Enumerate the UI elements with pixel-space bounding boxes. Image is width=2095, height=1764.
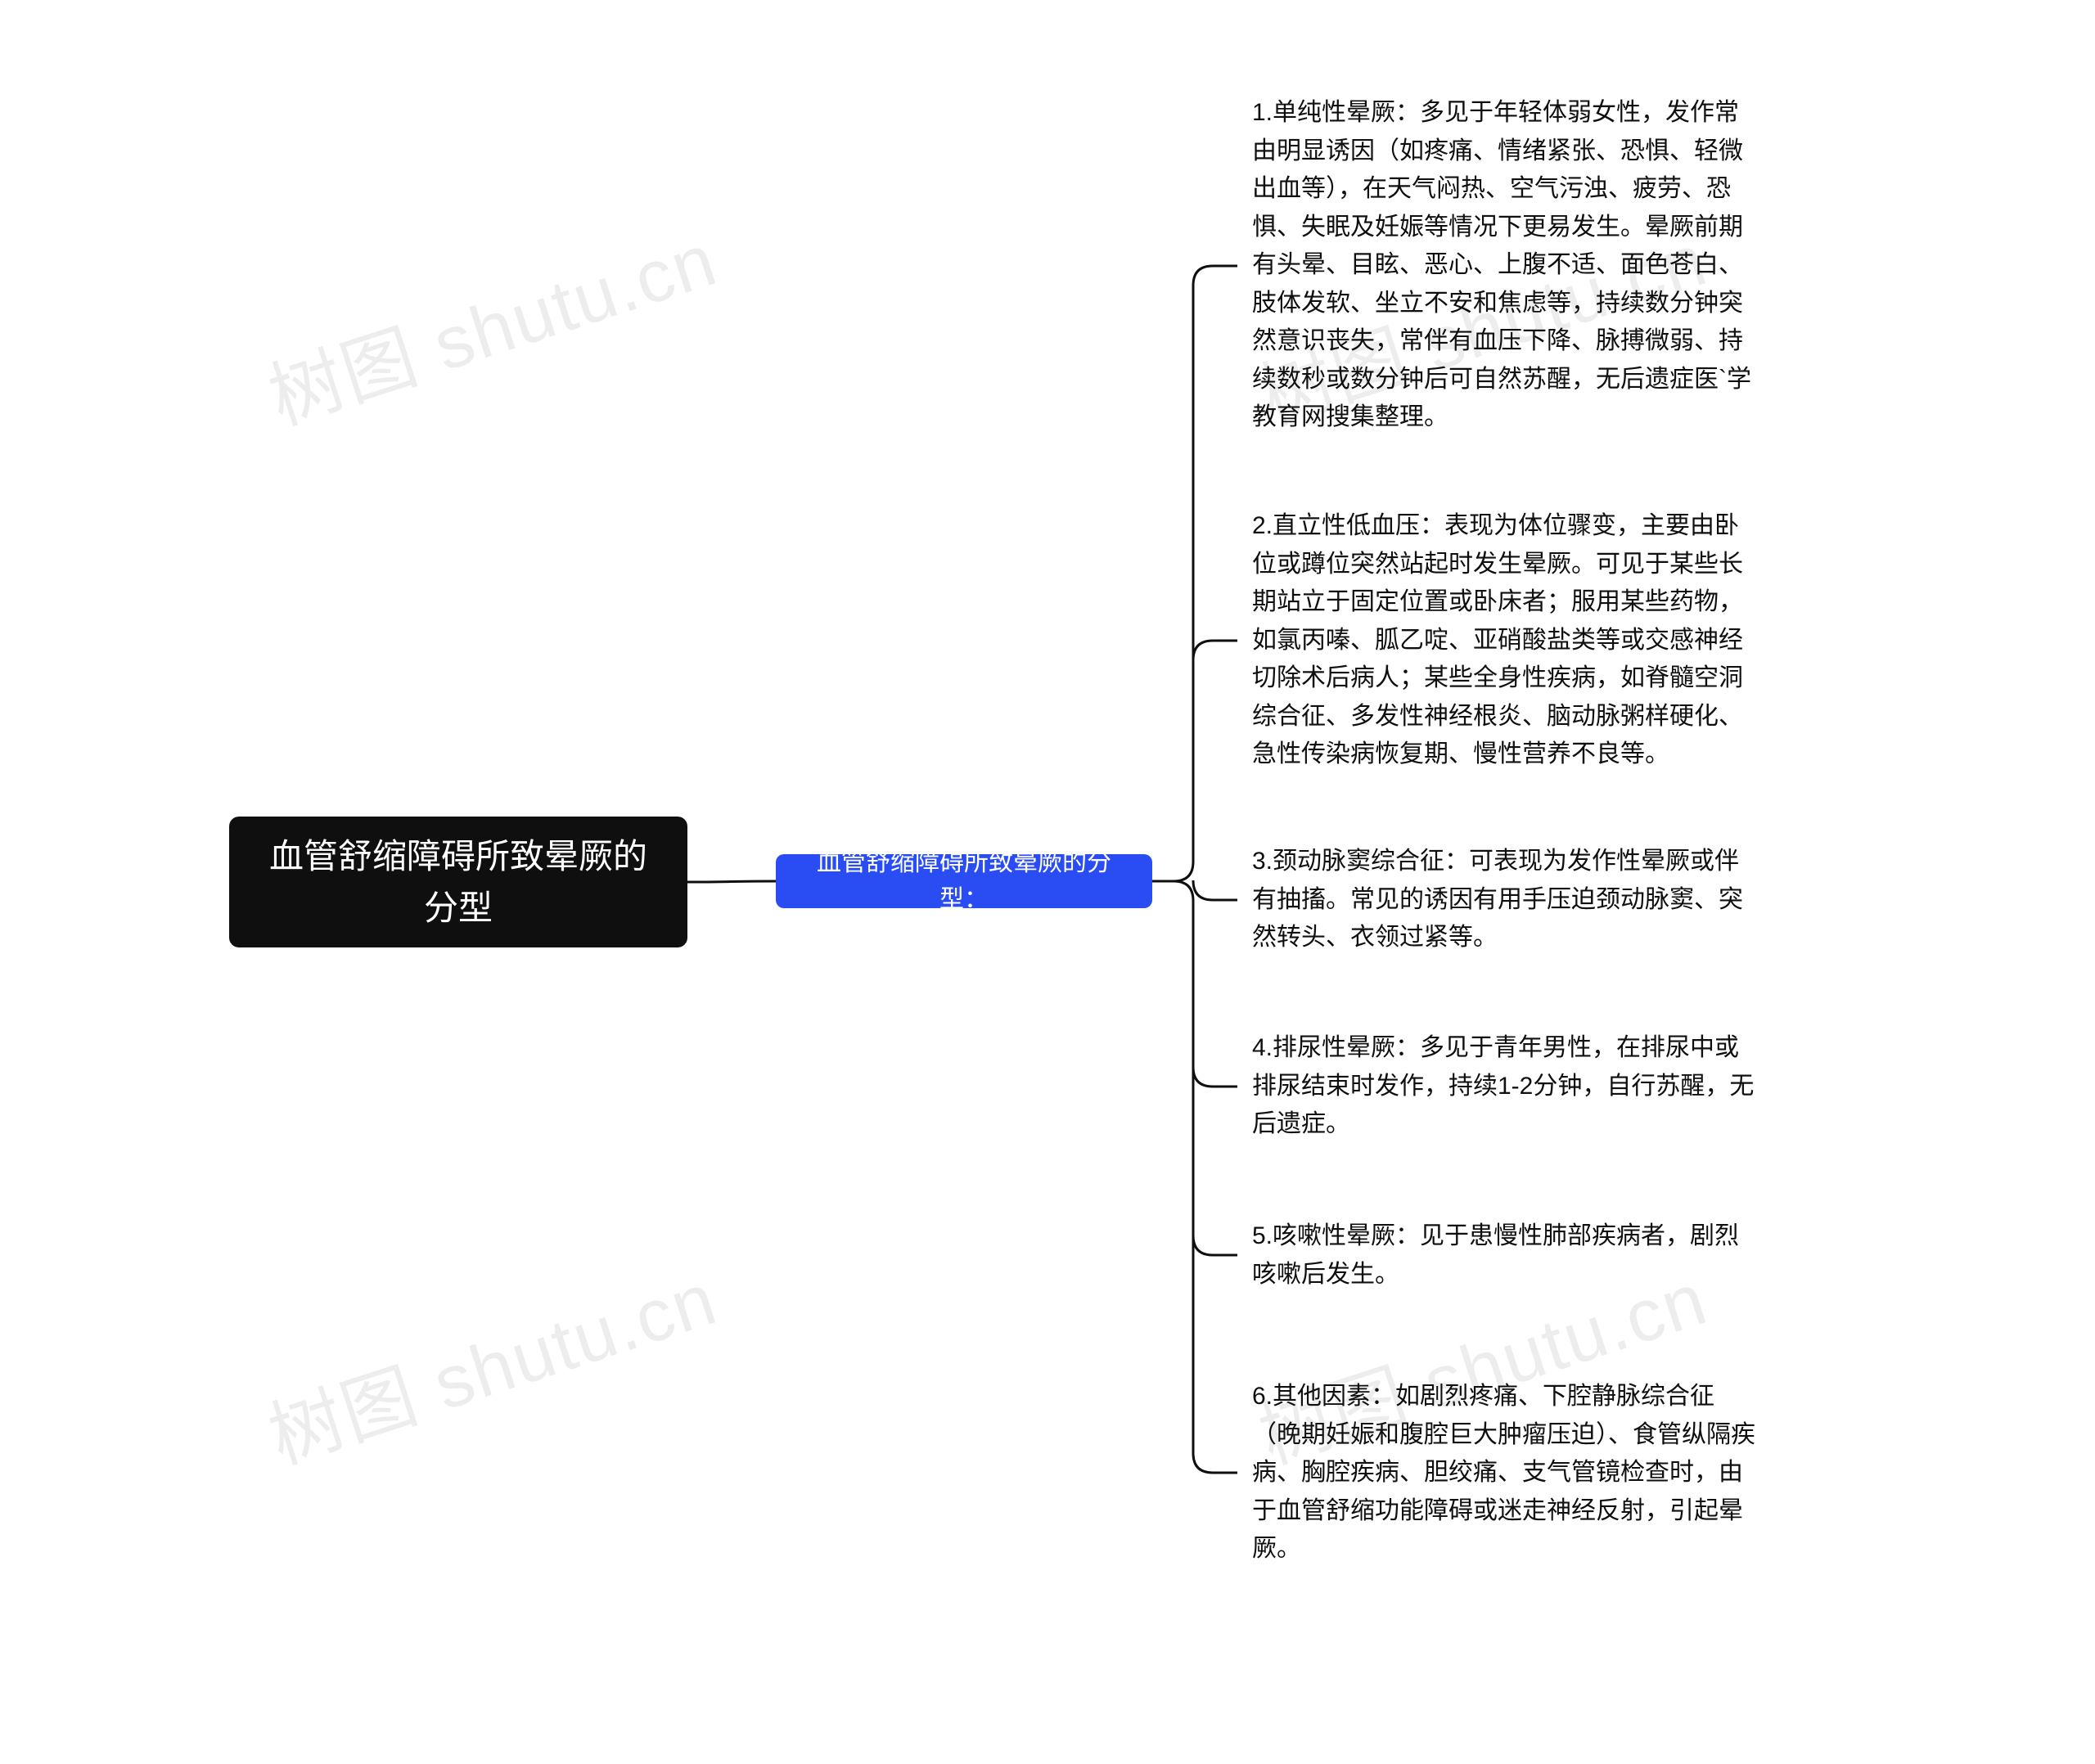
leaf-text: 6.其他因素：如剧烈疼痛、下腔静脉综合征（晚期妊娠和腹腔巨大肿瘤压迫）、食管纵隔… bbox=[1252, 1383, 1755, 1562]
root-label: 血管舒缩障碍所致晕厥的分型 bbox=[269, 830, 647, 934]
mindmap-canvas: 树图 shutu.cn 树图 shutu.cn 树图 shutu.cn 树图 s… bbox=[0, 0, 2095, 1764]
leaf-text: 2.直立性低血压：表现为体位骤变，主要由卧位或蹲位突然站起时发生晕厥。可见于某些… bbox=[1252, 512, 1743, 767]
root-node[interactable]: 血管舒缩障碍所致晕厥的分型 bbox=[229, 817, 687, 947]
watermark: 树图 shutu.cn bbox=[254, 200, 728, 445]
leaf-text: 4.排尿性晕厥：多见于青年男性，在排尿中或排尿结束时发作，持续1-2分钟，自行苏… bbox=[1252, 1034, 1754, 1137]
leaf-text: 5.咳嗽性晕厥：见于患慢性肺部疾病者，剧烈咳嗽后发生。 bbox=[1252, 1222, 1739, 1288]
leaf-node[interactable]: 4.排尿性晕厥：多见于青年男性，在排尿中或排尿结束时发作，持续1-2分钟，自行苏… bbox=[1252, 1029, 1759, 1144]
leaf-node[interactable]: 3.颈动脉窦综合征：可表现为发作性晕厥或伴有抽搐。常见的诱因有用手压迫颈动脉窦、… bbox=[1252, 843, 1759, 957]
branch-label: 血管舒缩障碍所致晕厥的分型： bbox=[797, 844, 1131, 918]
leaf-text: 1.单纯性晕厥：多见于年轻体弱女性，发作常由明显诱因（如疼痛、情绪紧张、恐惧、轻… bbox=[1252, 99, 1751, 430]
leaf-node[interactable]: 5.咳嗽性晕厥：见于患慢性肺部疾病者，剧烈咳嗽后发生。 bbox=[1252, 1217, 1759, 1294]
watermark: 树图 shutu.cn bbox=[254, 1240, 728, 1484]
branch-node[interactable]: 血管舒缩障碍所致晕厥的分型： bbox=[776, 854, 1152, 908]
leaf-text: 3.颈动脉窦综合征：可表现为发作性晕厥或伴有抽搐。常见的诱因有用手压迫颈动脉窦、… bbox=[1252, 848, 1743, 951]
leaf-node[interactable]: 2.直立性低血压：表现为体位骤变，主要由卧位或蹲位突然站起时发生晕厥。可见于某些… bbox=[1252, 507, 1759, 774]
leaf-node[interactable]: 6.其他因素：如剧烈疼痛、下腔静脉综合征（晚期妊娠和腹腔巨大肿瘤压迫）、食管纵隔… bbox=[1252, 1378, 1759, 1568]
leaf-node[interactable]: 1.单纯性晕厥：多见于年轻体弱女性，发作常由明显诱因（如疼痛、情绪紧张、恐惧、轻… bbox=[1252, 94, 1759, 437]
